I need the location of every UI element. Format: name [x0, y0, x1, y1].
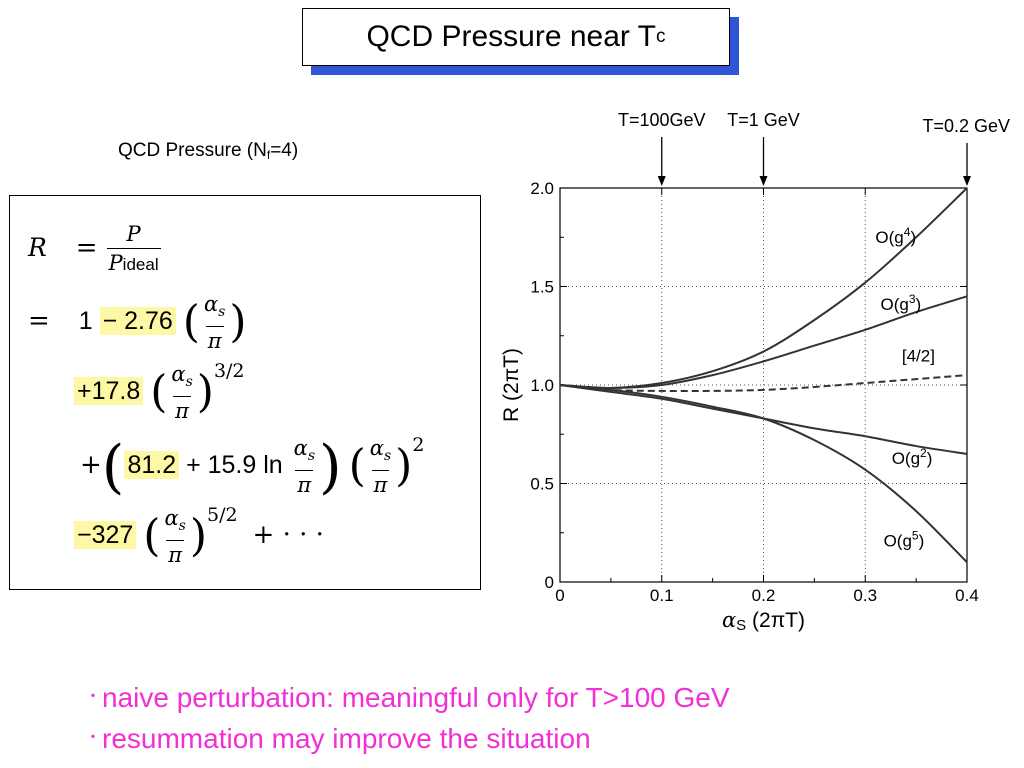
- formula-caption-sub: f: [266, 148, 271, 162]
- alpha-sub: s: [185, 374, 193, 391]
- formula-R: R: [28, 233, 47, 263]
- formula-eq-1: =: [75, 233, 98, 264]
- formula-one: 1: [78, 307, 93, 336]
- x-tick-label: 0.2: [752, 586, 776, 605]
- x-tick-label: 0.1: [650, 586, 674, 605]
- y-tick-label: 1.0: [530, 376, 554, 395]
- x-tick-label: 0: [555, 586, 564, 605]
- top-marker-arrowhead: [963, 176, 971, 186]
- pi-symbol: π: [166, 540, 185, 567]
- y-tick-label: 1.5: [530, 278, 554, 297]
- alpha-sub: s: [383, 448, 392, 465]
- top-marker-label: T=100GeV: [618, 110, 706, 130]
- formula-dots: + · · ·: [252, 520, 324, 551]
- formula-paren: ): [229, 296, 247, 348]
- chart-layer: 0 0.1 0.2 0.3 0.4 0 0.5 1.0 1.5 2.0 αS (2πT) R (2πT…: [500, 110, 1010, 634]
- formula-coef-3b: + 15.9 ln: [186, 451, 283, 480]
- alpha-symbol: α: [369, 436, 384, 460]
- formula-alpha-frac-2: αs π: [169, 362, 194, 423]
- formula-caption-pre: QCD Pressure (N: [118, 140, 267, 161]
- formula-paren: (: [150, 366, 168, 418]
- bullet-mark: ･: [88, 686, 98, 708]
- top-marker-label: T=1 GeV: [727, 110, 800, 130]
- formula-paren: (: [182, 296, 200, 348]
- y-tick-label: 0.5: [530, 475, 554, 494]
- formula-paren: (: [348, 440, 366, 492]
- y-axis-label: R (2πT): [500, 348, 523, 422]
- bullet-mark: ･: [88, 727, 98, 749]
- bullet-item: ･ resummation may improve the situation: [88, 718, 730, 759]
- formula-coef-1: − 2.76: [99, 307, 176, 336]
- bullet-list: ･ naive perturbation: meaningful only for…: [88, 677, 730, 759]
- formula-ideal-sub: ideal: [122, 255, 159, 274]
- x-tick-label: 0.3: [853, 586, 877, 605]
- x-tick-label: 0.4: [955, 586, 979, 605]
- bullet-text-2: resummation may improve the situation: [102, 723, 591, 754]
- formula-P-ideal: Pideal: [106, 248, 161, 277]
- slide-title-text: QCD Pressure near T: [366, 20, 657, 53]
- series-label: O(g5): [884, 529, 925, 551]
- formula-coef-4: −327: [74, 521, 137, 550]
- formula-caption-post: =4): [270, 140, 299, 161]
- series-line-Og5: [559, 384, 968, 564]
- alpha-sub: s: [178, 518, 186, 535]
- formula-paren: (: [143, 510, 161, 562]
- series-label: O(g4): [875, 225, 916, 247]
- top-marker-arrowhead: [657, 176, 666, 186]
- formula-paren: ): [189, 510, 207, 562]
- alpha-symbol: α: [293, 436, 308, 460]
- top-marker-arrowhead: [759, 176, 768, 186]
- formula-paren: ): [196, 366, 214, 418]
- formula-alpha-frac-1: αs π: [202, 292, 227, 353]
- formula-exp-2: 2: [412, 434, 425, 457]
- formula-line-5: −327 (αs π)5/2 + · · ·: [74, 504, 324, 567]
- formula-big-paren: ): [319, 432, 342, 501]
- alpha-sub: s: [307, 448, 315, 465]
- alpha-symbol: α: [164, 506, 179, 530]
- series-line-Og3: [559, 295, 968, 389]
- formula-line-1: R = P Pideal: [28, 222, 163, 277]
- formula-exp-32: 3/2: [213, 360, 245, 383]
- formula-coef-3: 81.2: [124, 451, 180, 480]
- pressure-chart: 0 0.1 0.2 0.3 0.4 0 0.5 1.0 1.5 2.0 αS (2πT) R (2πT…: [500, 110, 1010, 634]
- formula-big-paren: (: [101, 432, 125, 501]
- formula-line-4: +(81.2 + 15.9 ln αs π) (αs π)2: [80, 434, 425, 497]
- bullet-text-1: naive perturbation: meaningful only for …: [102, 682, 730, 713]
- formula-plus: +: [80, 450, 102, 481]
- formula-P-ideal-base: P: [108, 251, 123, 275]
- formula-alpha-frac-5: αs π: [162, 506, 187, 567]
- formula-alpha-frac-4: αs π: [368, 436, 393, 497]
- formula-P: P: [126, 222, 141, 246]
- formula-caption: QCD Pressure (Nf=4): [118, 140, 298, 162]
- formula-alpha-frac-3: αs π: [292, 436, 317, 497]
- formula-line-2: = 1 − 2.76 (αs π): [28, 292, 246, 353]
- formula-paren: ): [395, 440, 413, 492]
- y-tick-label: 2.0: [530, 179, 554, 198]
- series-label: [4/2]: [902, 346, 935, 365]
- formula-frac-p: P Pideal: [106, 222, 161, 277]
- pi-symbol: π: [173, 396, 191, 423]
- series-line-42: [559, 374, 968, 393]
- formula-exp-52: 5/2: [206, 504, 238, 527]
- formula-coef-2: +17.8: [74, 377, 144, 406]
- alpha-symbol: α: [203, 292, 219, 316]
- alpha-sub: s: [218, 304, 226, 321]
- x-axis-label: αS (2πT): [722, 608, 805, 634]
- formula-eq-2: =: [28, 306, 50, 337]
- series-label: O(g3): [881, 292, 922, 314]
- formula-line-3: +17.8 (αs π)3/2: [74, 360, 245, 423]
- pi-symbol: π: [371, 470, 390, 497]
- pi-symbol: π: [205, 326, 224, 353]
- top-marker-label: T=0.2 GeV: [922, 116, 1010, 136]
- alpha-symbol: α: [171, 362, 186, 386]
- pi-symbol: π: [295, 470, 314, 497]
- formula-box: R = P Pideal = 1 − 2.76 (αs π) +17.8 (αs π…: [9, 195, 481, 590]
- slide-title-sub: c: [656, 26, 666, 47]
- series-label: O(g2): [892, 446, 933, 468]
- bullet-item: ･ naive perturbation: meaningful only for…: [88, 677, 730, 718]
- y-tick-label: 0: [545, 573, 554, 592]
